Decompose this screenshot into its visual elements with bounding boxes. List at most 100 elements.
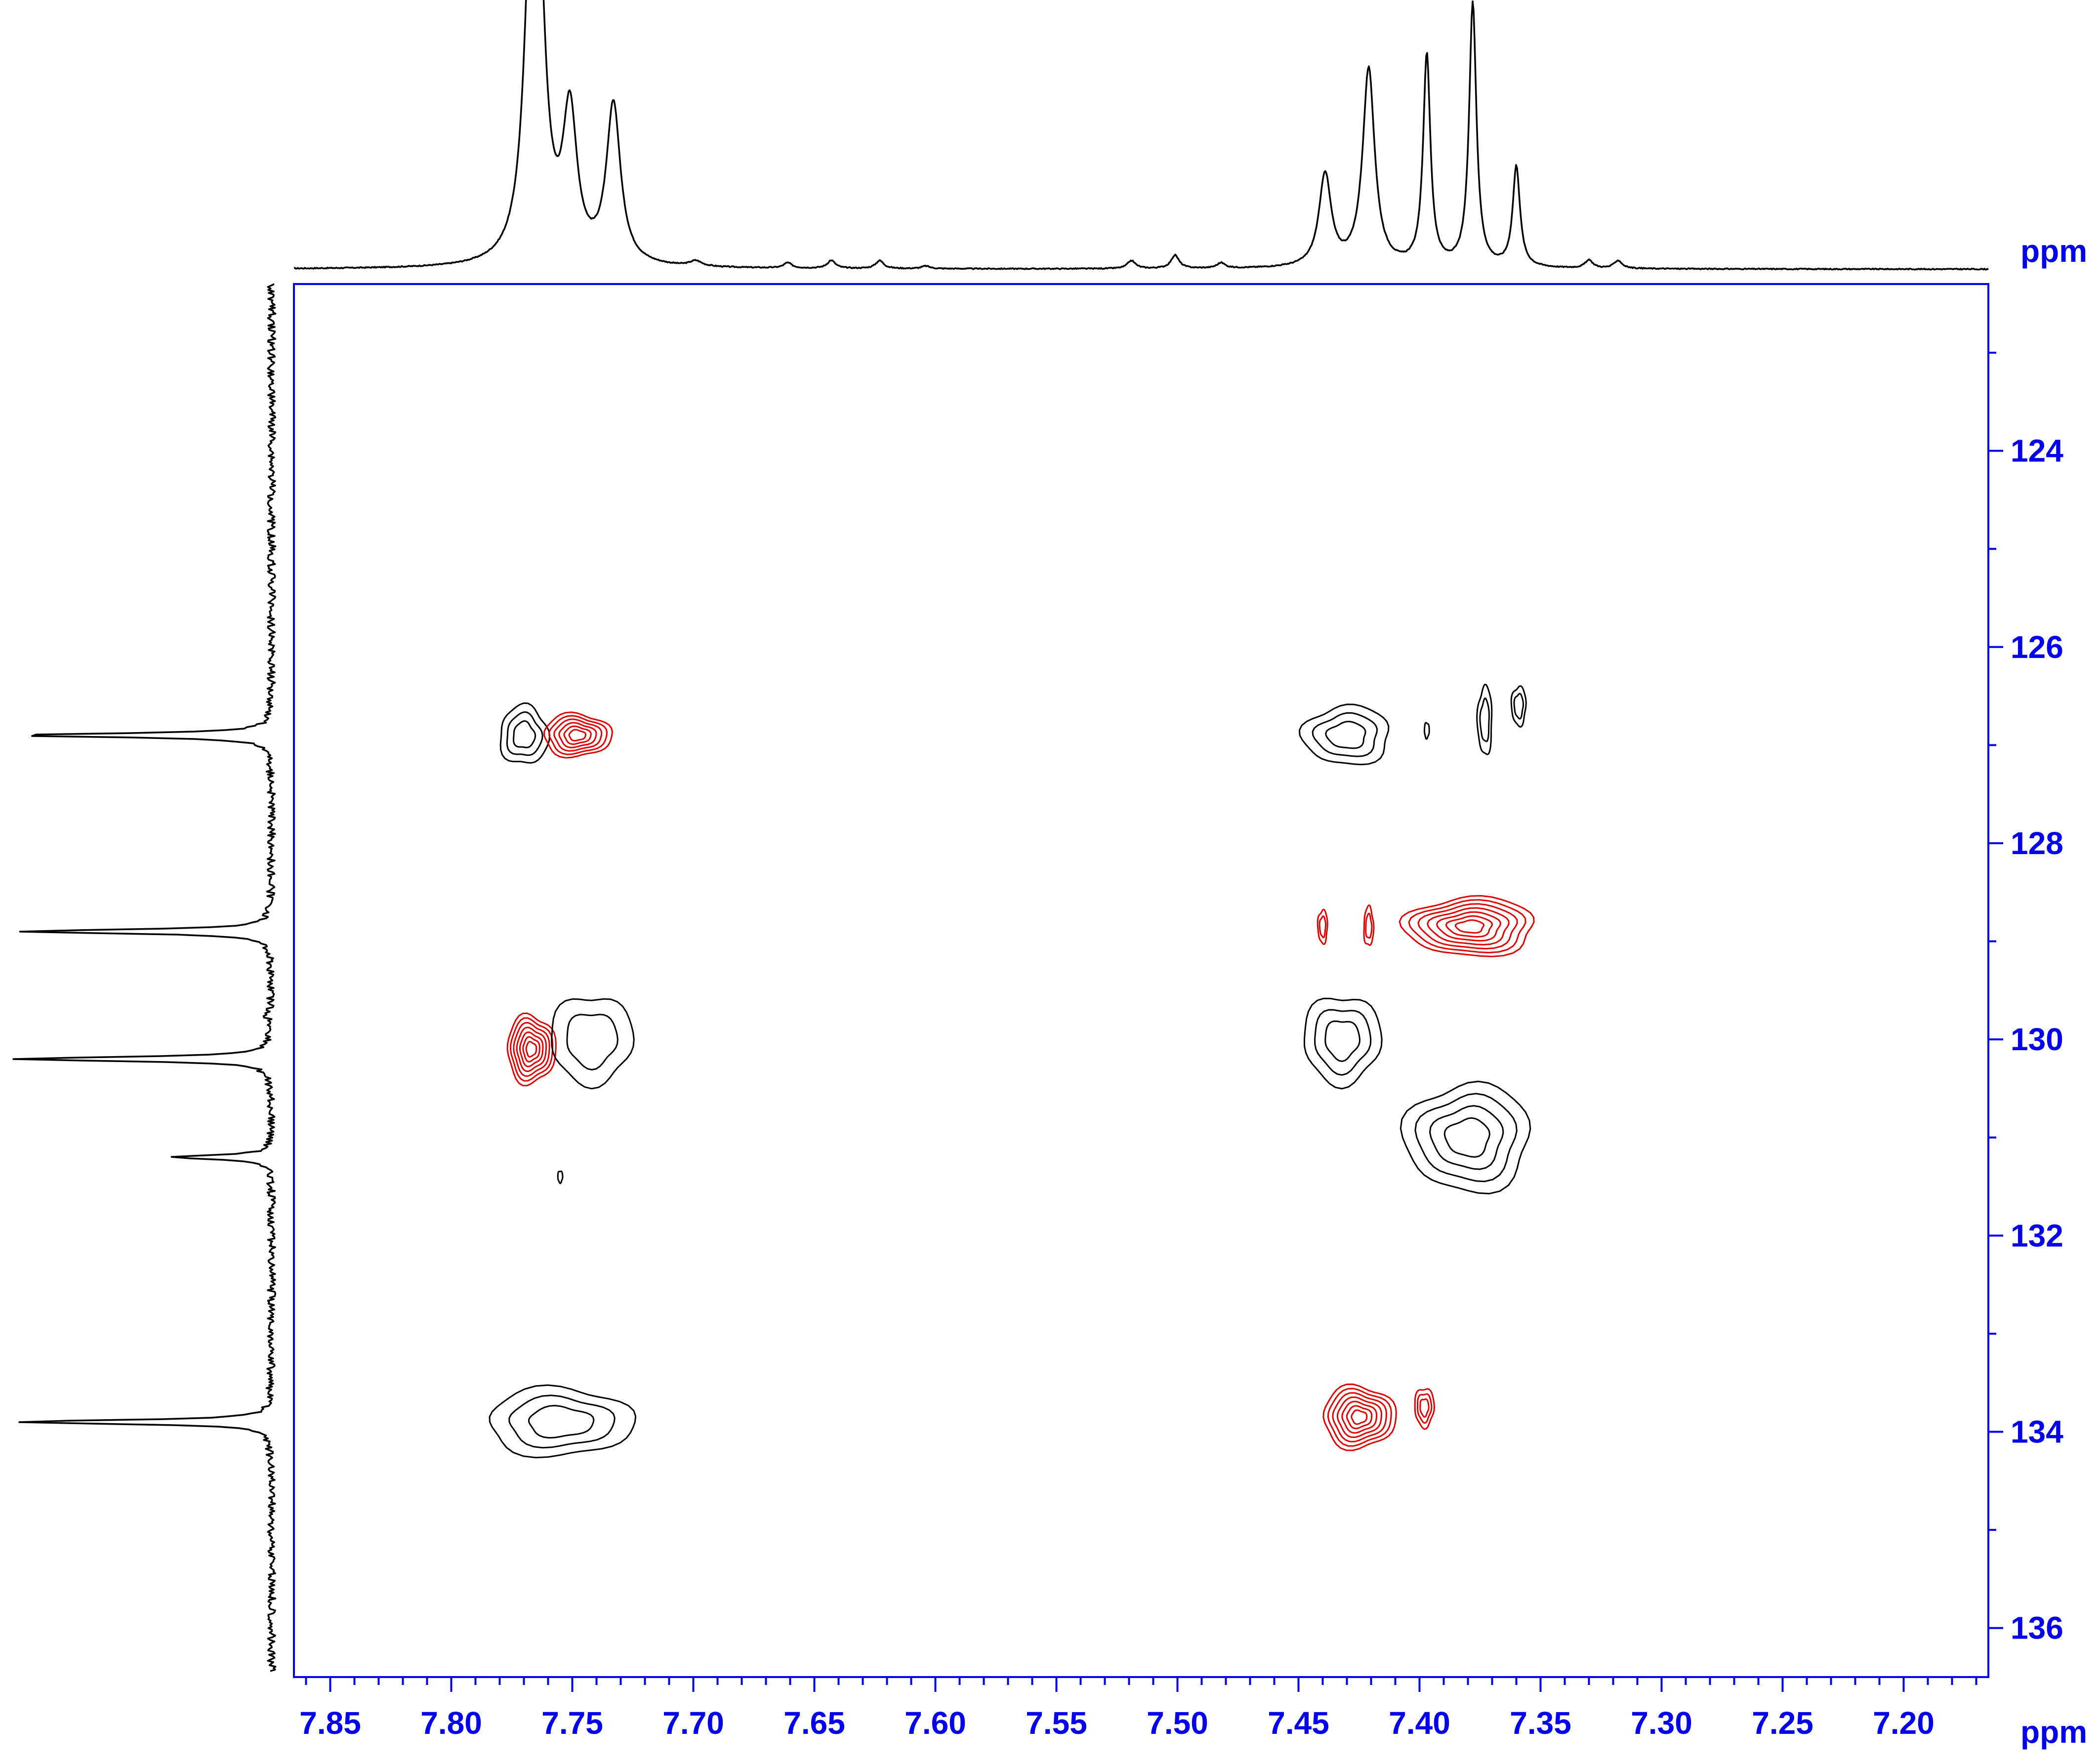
contour-level bbox=[1510, 685, 1527, 728]
contour-level bbox=[551, 998, 635, 1090]
y-axis-ticks: 124 126 128 130 132 134 136 bbox=[1988, 352, 2063, 1646]
cross-peak bbox=[499, 702, 551, 764]
contour-level bbox=[566, 1014, 618, 1071]
y-tick-label: 136 bbox=[2011, 1610, 2063, 1646]
cross-peak bbox=[1510, 685, 1527, 728]
contour-level bbox=[1436, 911, 1501, 942]
x-tick-label: 7.40 bbox=[1389, 1705, 1450, 1741]
contour-level bbox=[1351, 1409, 1368, 1425]
cross-peak bbox=[1303, 997, 1383, 1090]
contour-level bbox=[1400, 1080, 1531, 1194]
x-tick-label: 7.70 bbox=[662, 1705, 724, 1741]
contour-level bbox=[1324, 1020, 1361, 1063]
y-tick-label: 132 bbox=[2011, 1218, 2063, 1253]
contour-level bbox=[513, 1022, 550, 1077]
cross-peak bbox=[1322, 1383, 1397, 1451]
x-tick-label: 7.30 bbox=[1631, 1705, 1692, 1741]
contour-level bbox=[558, 722, 597, 748]
contour-level bbox=[1454, 919, 1485, 934]
cross-peak-contours bbox=[489, 683, 1535, 1459]
left-projection-trace bbox=[12, 283, 277, 1672]
contour-level bbox=[568, 729, 587, 742]
contour-level bbox=[1317, 908, 1328, 945]
contour-level bbox=[1479, 697, 1490, 742]
contour-level bbox=[1408, 899, 1526, 954]
contour-level bbox=[516, 1026, 547, 1072]
x-tick-label: 7.65 bbox=[783, 1705, 845, 1741]
contour-level bbox=[1476, 683, 1493, 755]
contour-level bbox=[1332, 1392, 1388, 1442]
contour-level bbox=[1303, 997, 1383, 1090]
x-tick-label: 7.60 bbox=[905, 1705, 966, 1741]
contour-level bbox=[1443, 1117, 1490, 1158]
x-tick-label: 7.55 bbox=[1026, 1705, 1087, 1741]
cross-peak bbox=[1399, 895, 1535, 957]
cross-peak bbox=[551, 998, 635, 1090]
x-tick-label: 7.25 bbox=[1752, 1705, 1813, 1741]
y-tick-label: 134 bbox=[2011, 1414, 2063, 1450]
cross-peak bbox=[1363, 904, 1375, 946]
x-tick-label: 7.80 bbox=[420, 1705, 482, 1741]
y-tick-label: 126 bbox=[2011, 629, 2063, 665]
cross-peak bbox=[489, 1384, 637, 1459]
contour-level bbox=[1423, 722, 1430, 740]
contour-level bbox=[1365, 912, 1373, 939]
contour-level bbox=[1417, 1393, 1433, 1424]
contour-level bbox=[1312, 712, 1378, 757]
cross-peak bbox=[1400, 1080, 1531, 1194]
cross-peak bbox=[1423, 722, 1430, 740]
x-axis-ticks: 7.85 7.80 7.75 7.70 7.65 7.60 7.55 7.50 7.45 7.40… bbox=[299, 1677, 1977, 1741]
contour-level bbox=[1325, 721, 1366, 749]
contour-level bbox=[1341, 1400, 1378, 1434]
cross-peak bbox=[1414, 1388, 1436, 1430]
contour-level bbox=[1314, 1009, 1372, 1076]
cross-peak bbox=[1298, 703, 1390, 766]
cross-peak bbox=[506, 1012, 557, 1087]
x-tick-label: 7.85 bbox=[299, 1705, 361, 1741]
contour-level bbox=[1414, 1093, 1518, 1183]
contour-level bbox=[1399, 895, 1535, 957]
y-tick-label: 124 bbox=[2011, 433, 2063, 469]
x-tick-label: 7.20 bbox=[1873, 1705, 1935, 1741]
contour-level bbox=[1429, 1105, 1504, 1170]
contour-level bbox=[1427, 907, 1510, 946]
contour-level bbox=[508, 1394, 616, 1449]
contour-level bbox=[543, 711, 613, 759]
contour-level bbox=[553, 718, 603, 752]
cross-peak bbox=[1317, 908, 1328, 945]
top-projection-trace bbox=[293, 0, 1989, 271]
contour-level bbox=[1363, 904, 1375, 946]
x-tick-label: 7.45 bbox=[1268, 1705, 1329, 1741]
cross-peak bbox=[543, 711, 613, 759]
contour-level bbox=[1322, 1383, 1397, 1451]
contour-level bbox=[528, 1404, 595, 1439]
left-projection-spectrum bbox=[12, 283, 277, 1672]
x-tick-label: 7.50 bbox=[1147, 1705, 1208, 1741]
contour-level bbox=[1445, 915, 1493, 938]
plot-frame bbox=[293, 283, 1989, 1678]
contour-level bbox=[1336, 1396, 1383, 1438]
contour-level bbox=[563, 725, 592, 745]
contour-level bbox=[519, 1031, 544, 1067]
contour-level bbox=[506, 711, 543, 756]
contour-level bbox=[1298, 703, 1390, 766]
y-tick-label: 130 bbox=[2011, 1022, 2063, 1057]
contour-level bbox=[525, 1041, 537, 1058]
contour-level bbox=[1417, 903, 1518, 950]
contour-level bbox=[1318, 915, 1327, 939]
contour-level bbox=[509, 1017, 554, 1082]
contour-level bbox=[522, 1036, 540, 1063]
cross-peak bbox=[1476, 683, 1493, 755]
contour-level bbox=[1414, 1388, 1436, 1430]
contour-level bbox=[548, 715, 608, 755]
y-tick-label: 128 bbox=[2011, 825, 2063, 861]
contour-level bbox=[1513, 693, 1524, 720]
x-tick-label: 7.75 bbox=[541, 1705, 603, 1741]
contour-level bbox=[489, 1384, 637, 1459]
contour-level bbox=[1327, 1388, 1392, 1447]
contour-level bbox=[512, 720, 536, 748]
cross-peak bbox=[557, 1170, 564, 1185]
x-tick-label: 7.35 bbox=[1510, 1705, 1571, 1741]
x-axis-unit: ppm bbox=[2020, 1714, 2087, 1750]
